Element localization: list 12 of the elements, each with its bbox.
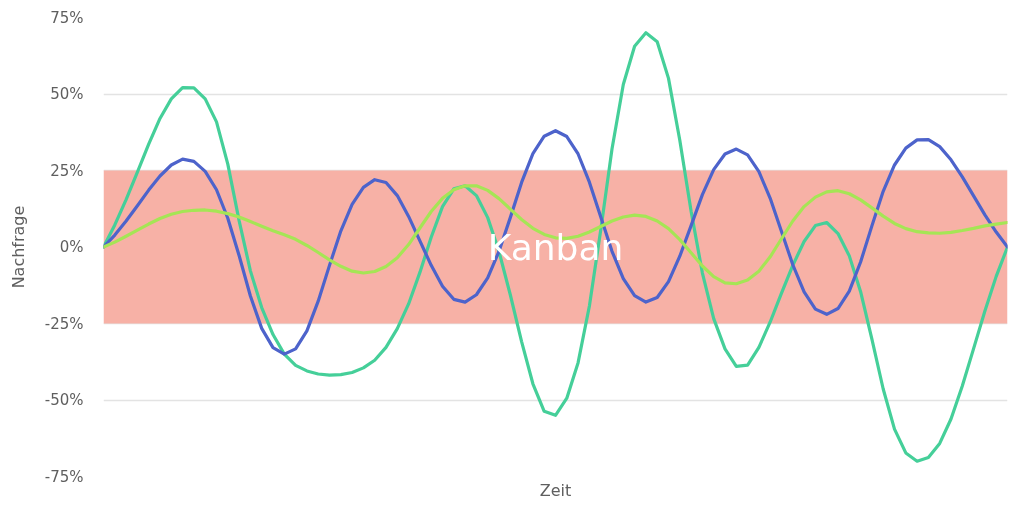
x-axis-title: Zeit (539, 480, 572, 500)
y-tick-label: -25% (44, 314, 84, 333)
y-tick-label: 25% (50, 161, 84, 180)
y-axis-title: Nachfrage (8, 205, 28, 289)
line-series (103, 31, 1008, 463)
line-series (103, 129, 1008, 356)
y-tick-label: 0% (59, 238, 84, 256)
y-tick-label: 50% (50, 85, 84, 103)
y-tick-label: 75% (50, 8, 84, 27)
y-tick-label: -50% (44, 391, 84, 409)
line-series (103, 184, 1008, 286)
y-tick-label: -75% (44, 467, 84, 486)
